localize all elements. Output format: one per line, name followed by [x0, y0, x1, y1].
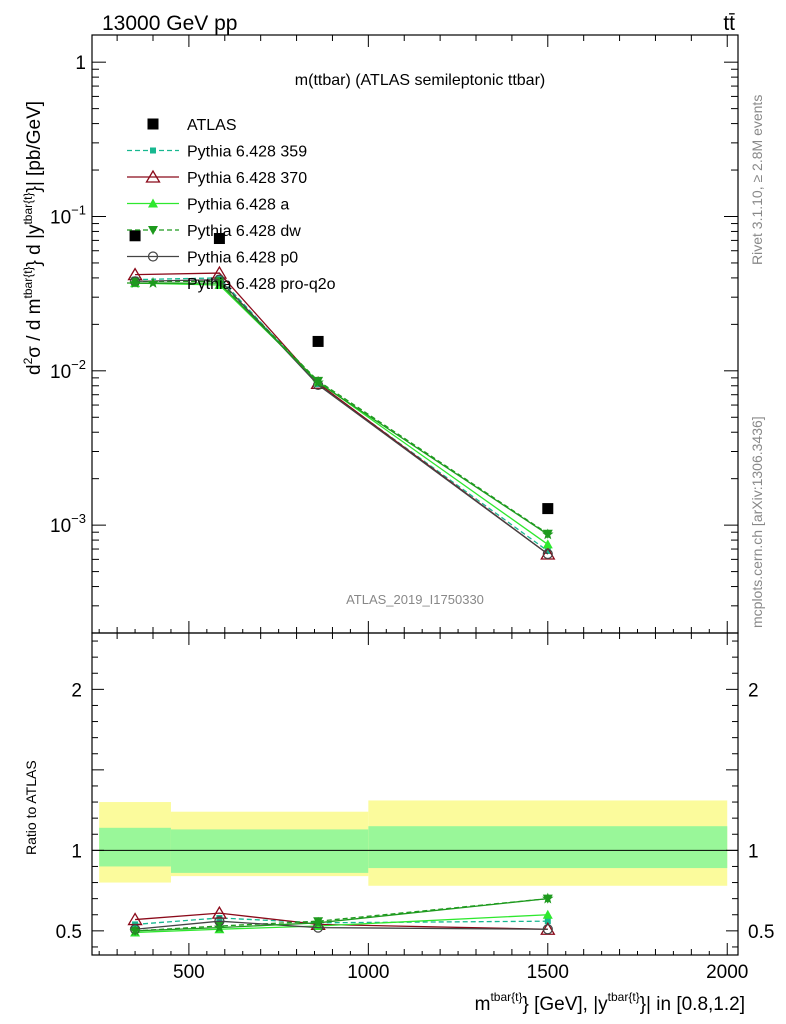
data-point-1-3 — [544, 547, 551, 554]
xlabel-part-sup1: tbar{t} — [490, 990, 522, 1004]
series-line-6 — [135, 282, 549, 536]
xlabel-part-sup2: tbar{t} — [608, 990, 640, 1004]
ratio-point-1-1 — [211, 905, 228, 919]
data-point-6-2 — [312, 376, 324, 388]
legend-marker-0 — [147, 118, 159, 130]
ratio-line-3 — [135, 898, 548, 932]
legend-marker-3 — [148, 198, 158, 208]
ylabel-part-unit: }| [pb/GeV] — [24, 101, 45, 193]
ratio-point-4-3 — [542, 924, 553, 935]
ratio-point-5-3 — [542, 892, 554, 904]
y-tick-label: 10−1 — [50, 202, 86, 228]
legend-marker-5 — [147, 251, 159, 262]
legend-label-1: Pythia 6.428 359 — [187, 144, 307, 161]
ratio-frame — [91, 632, 739, 956]
ratio-point-2-3 — [542, 909, 553, 919]
ratio-y-tick-label-left: 1 — [71, 841, 82, 862]
main-y-axis-label: d2σ / d mtbar{t}} d |ytbar{t}}| [pb/GeV] — [21, 101, 45, 375]
ratio-y-tick-label-right: 0.5 — [748, 922, 774, 943]
data-point-6-1 — [213, 277, 226, 288]
main-title: m(ttbar) (ATLAS semileptonic ttbar) — [295, 72, 545, 89]
data-point-0-1 — [213, 233, 225, 245]
legend-marker-1 — [150, 147, 156, 154]
ratio-band-inner-2 — [368, 826, 728, 869]
x-tick-label: 2000 — [706, 962, 748, 983]
data-point-0-2 — [312, 335, 324, 347]
legend-marker-4 — [148, 226, 158, 235]
ratio-line-4 — [135, 920, 548, 930]
data-point-3-3 — [542, 539, 553, 549]
ylabel-part-dy: } d |y — [24, 224, 45, 266]
ratio-y-axis-label: Ratio to ATLAS — [23, 760, 39, 855]
legend-label-5: Pythia 6.428 p0 — [187, 250, 298, 267]
ratio-line-0 — [135, 917, 548, 926]
ratio-band-inner-1 — [170, 829, 369, 873]
ratio-line-5 — [135, 898, 548, 932]
y-tick-exp: −1 — [71, 202, 86, 217]
xlabel-part-gev: } [GeV], |y — [522, 994, 608, 1015]
x-tick-label: 1500 — [527, 962, 569, 983]
series-line-5 — [135, 278, 549, 555]
ratio-y-tick-label-right: 2 — [748, 680, 759, 701]
y-tick-exp: −3 — [71, 511, 86, 526]
x-tick-label: 1000 — [347, 962, 389, 983]
ylabel-part-sup2: tbar{t} — [21, 193, 35, 225]
y-tick-base: 10 — [50, 516, 71, 537]
ratio-point-5-0 — [129, 924, 141, 936]
legend-label-2: Pythia 6.428 370 — [187, 170, 307, 187]
rivet-note: Rivet 3.1.10, ≥ 2.8M events — [749, 95, 765, 265]
xlabel-part-m: m — [475, 994, 491, 1015]
header-process: tt̄ — [723, 12, 735, 35]
ylabel-part-sup1: tbar{t} — [21, 266, 35, 298]
ratio-y-tick-label-left: 2 — [71, 680, 82, 701]
legend-label-3: Pythia 6.428 a — [187, 197, 289, 214]
legend-label-6: Pythia 6.428 pro-q2o — [187, 276, 336, 293]
y-tick-label: 10−2 — [50, 357, 86, 383]
ratio-y-tick-label-right: 1 — [748, 841, 759, 862]
y-tick-label: 1 — [75, 53, 86, 74]
legend-marker-2 — [145, 169, 161, 183]
data-point-0-3 — [542, 503, 554, 515]
x-axis-label: mtbar{t}} [GeV], |ytbar{t}}| in [0.8,1.2… — [475, 990, 745, 1015]
ratio-point-5-2 — [312, 916, 324, 928]
header-energy: 13000 GeV pp — [102, 12, 237, 35]
y-tick-base: 10 — [50, 207, 71, 228]
ylabel-part-d: d — [24, 364, 45, 375]
y-tick-base: 1 — [75, 53, 86, 74]
ratio-line-2 — [135, 914, 548, 934]
ylabel-part-sigma: σ / d m — [24, 298, 45, 357]
legend-label-0: ATLAS — [187, 117, 237, 134]
y-tick-base: 10 — [50, 362, 71, 383]
ylabel-part-exp2: 2 — [21, 357, 35, 364]
data-point-0-0 — [129, 230, 141, 242]
legend-label-4: Pythia 6.428 dw — [187, 223, 301, 240]
x-tick-label: 500 — [173, 962, 205, 983]
series-line-2 — [135, 272, 549, 555]
ratio-point-5-1 — [213, 921, 226, 933]
y-tick-label: 10−3 — [50, 511, 86, 537]
series-line-1 — [135, 277, 549, 552]
analysis-watermark: ATLAS_2019_I1750330 — [346, 592, 484, 607]
data-point-6-3 — [542, 528, 554, 540]
ratio-line-1 — [135, 912, 548, 930]
mcplots-note: mcplots.cern.ch [arXiv:1306.3436] — [749, 416, 765, 628]
ratio-band-inner-0 — [99, 827, 171, 867]
ratio-y-tick-label-left: 0.5 — [56, 922, 82, 943]
xlabel-part-range: }| in [0.8,1.2] — [640, 994, 745, 1015]
series-line-4 — [135, 280, 549, 535]
y-tick-exp: −2 — [71, 357, 86, 372]
data-point-5-3 — [542, 548, 553, 560]
ratio-point-0-3 — [544, 918, 551, 925]
legend-marker-6 — [147, 277, 159, 288]
